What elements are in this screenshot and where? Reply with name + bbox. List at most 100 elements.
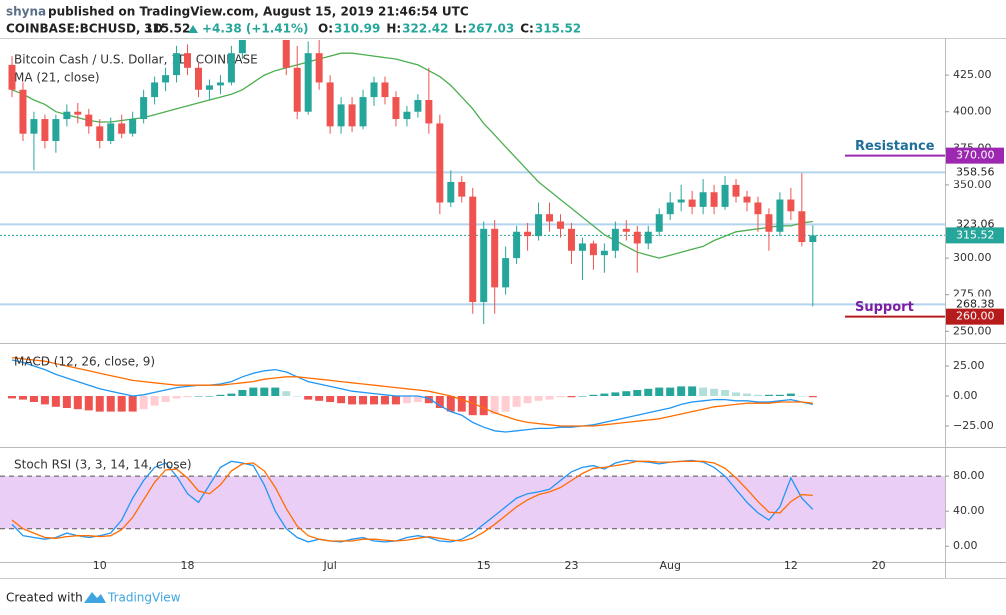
pane-title: Stoch RSI (3, 3, 14, 14, close) xyxy=(14,458,192,472)
candle-body xyxy=(535,214,543,237)
pane-title: Bitcoin Cash / U.S. Dollar, 1D, COINBASE xyxy=(14,53,258,67)
x-tick-label: 18 xyxy=(181,559,195,572)
histogram-bar xyxy=(380,396,389,405)
pane xyxy=(8,356,817,433)
candle-body xyxy=(107,123,115,141)
histogram-bar xyxy=(260,387,269,396)
histogram-bar xyxy=(600,393,609,396)
candle-body xyxy=(798,211,806,243)
candle-body xyxy=(589,243,597,256)
published: published on TradingView.com, August 15,… xyxy=(48,5,469,19)
candle-body xyxy=(524,231,532,237)
candle-body xyxy=(513,231,521,259)
y-tick-label: 400.00 xyxy=(953,105,992,118)
y-tick-label: 40.00 xyxy=(953,504,985,517)
histogram-bar xyxy=(567,396,576,398)
candle-body xyxy=(173,53,181,76)
candle-body xyxy=(184,53,192,68)
candle-body xyxy=(304,53,312,112)
histogram-bar xyxy=(29,396,38,402)
ohlc-value: 267.03 xyxy=(468,22,514,36)
histogram-bar xyxy=(479,396,488,416)
histogram-bar xyxy=(249,387,258,396)
candle-body xyxy=(370,82,378,98)
x-tick-label: 15 xyxy=(477,559,491,572)
y-tick-label: −25.00 xyxy=(953,419,994,432)
ohlc-label: C: xyxy=(520,22,534,36)
histogram-bar xyxy=(359,396,368,405)
histogram-bar xyxy=(282,391,291,396)
pane xyxy=(0,459,945,543)
histogram-bar xyxy=(786,393,795,396)
histogram-bar xyxy=(95,396,104,412)
candle-body xyxy=(436,123,444,203)
candle-body xyxy=(809,235,817,243)
y-tick-label: 425.00 xyxy=(953,68,992,81)
histogram-bar xyxy=(775,394,784,396)
histogram-bar xyxy=(304,396,313,400)
price-label-box xyxy=(946,147,1004,164)
histogram-bar xyxy=(51,396,60,407)
candle-body xyxy=(765,214,773,232)
y-tick-label: 300.00 xyxy=(953,251,992,264)
histogram-bar xyxy=(556,396,565,398)
pane-title: MA (21, close) xyxy=(14,71,100,85)
candle-body xyxy=(633,231,641,244)
candle-body xyxy=(776,199,784,232)
price-label: 315.52 xyxy=(956,228,995,241)
x-tick-label: 12 xyxy=(784,559,798,572)
ohlc-label: L: xyxy=(454,22,466,36)
histogram-bar xyxy=(106,396,115,412)
histogram-bar xyxy=(699,387,708,396)
candle-body xyxy=(414,100,422,112)
price-label: 260.00 xyxy=(956,310,995,323)
histogram-bar xyxy=(545,396,554,400)
histogram-bar xyxy=(73,396,82,410)
pane-title: MACD (12, 26, close, 9) xyxy=(14,355,155,369)
histogram-bar xyxy=(402,396,411,404)
candle-body xyxy=(19,89,27,134)
histogram-bar xyxy=(435,396,444,408)
annotation: Support xyxy=(855,300,914,315)
user[interactable]: shyna xyxy=(6,5,46,19)
candle-body xyxy=(688,199,696,207)
candle-body xyxy=(293,67,301,112)
histogram-bar xyxy=(523,396,532,404)
candle-body xyxy=(557,221,564,229)
histogram-bar xyxy=(370,396,379,405)
ohlc-value: 310.99 xyxy=(334,22,380,36)
histogram-bar xyxy=(293,396,302,397)
histogram-bar xyxy=(337,396,346,404)
band xyxy=(0,476,945,529)
candle-body xyxy=(216,82,224,86)
price-label: 370.00 xyxy=(956,149,995,162)
x-tick-label: Aug xyxy=(659,559,680,572)
candle-body xyxy=(754,202,762,215)
histogram-bar xyxy=(742,393,751,396)
histogram-bar xyxy=(732,392,741,396)
candle-body xyxy=(546,214,554,222)
candle-body xyxy=(315,53,323,83)
histogram-bar xyxy=(797,396,806,397)
candle-body xyxy=(96,126,104,141)
candle-body xyxy=(732,184,740,197)
candle-body xyxy=(600,250,608,256)
histogram-bar xyxy=(424,396,433,404)
candle-body xyxy=(677,199,685,203)
histogram-bar xyxy=(589,394,598,396)
candle-body xyxy=(140,97,148,120)
price-label: 323.06 xyxy=(956,217,995,230)
candle-body xyxy=(227,53,235,83)
y-tick-label: 0.00 xyxy=(953,539,978,552)
histogram-bar xyxy=(391,396,400,405)
y-tick-label: 25.00 xyxy=(953,359,985,372)
candle-body xyxy=(194,67,202,90)
histogram-bar xyxy=(622,391,631,396)
histogram-bar xyxy=(161,396,170,402)
histogram-bar xyxy=(688,386,697,396)
histogram-bar xyxy=(139,396,148,410)
candle-body xyxy=(578,243,586,251)
candle-body xyxy=(787,199,795,212)
brand[interactable]: TradingView xyxy=(107,591,181,605)
y-tick-label: 350.00 xyxy=(953,178,992,191)
